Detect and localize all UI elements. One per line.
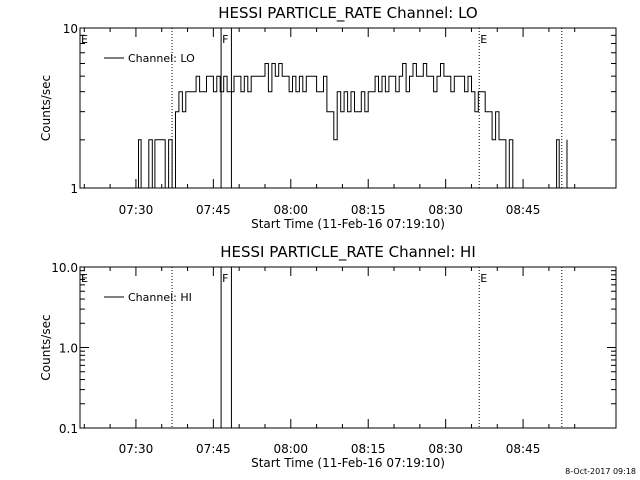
y-tick-label: 1.0 [59, 342, 78, 356]
y-tick-label: 0.1 [59, 422, 78, 436]
x-tick-label: 08:30 [428, 203, 463, 217]
x-axis-label: Start Time (11-Feb-16 07:19:10) [251, 217, 445, 231]
x-tick-label: 08:15 [351, 203, 386, 217]
chart-title: HESSI PARTICLE_RATE Channel: LO [218, 4, 477, 23]
y-tick-label: 10.0 [51, 261, 78, 275]
x-axis-label: Start Time (11-Feb-16 07:19:10) [251, 456, 445, 470]
x-tick-label: 07:45 [196, 442, 231, 456]
event-marker-label: E [81, 272, 88, 285]
x-tick-label: 07:45 [196, 203, 231, 217]
plot-frame [79, 27, 617, 189]
x-tick-label: 08:45 [506, 442, 541, 456]
y-tick-label: 1 [70, 182, 78, 196]
x-tick-label: 07:30 [119, 203, 154, 217]
event-marker-label: E [480, 33, 487, 46]
legend-entry: Channel: HI [128, 291, 192, 304]
y-tick-label: 10 [63, 22, 78, 36]
event-marker-label: F [222, 33, 228, 46]
event-marker-label: E [480, 272, 487, 285]
series-line [135, 63, 568, 189]
footer-timestamp: 8-Oct-2017 09:18 [565, 467, 636, 476]
x-tick-label: 08:15 [351, 442, 386, 456]
y-axis-label: Counts/sec [39, 75, 53, 141]
x-tick-label: 08:30 [428, 442, 463, 456]
chart-title: HESSI PARTICLE_RATE Channel: HI [220, 243, 476, 262]
event-marker-label: F [222, 272, 228, 285]
event-marker-label: E [81, 33, 88, 46]
x-tick-label: 08:00 [273, 442, 308, 456]
legend-entry: Channel: LO [128, 52, 195, 65]
x-tick-label: 08:00 [273, 203, 308, 217]
x-tick-label: 08:45 [506, 203, 541, 217]
y-axis-label: Counts/sec [39, 314, 53, 380]
x-tick-label: 07:30 [119, 442, 154, 456]
